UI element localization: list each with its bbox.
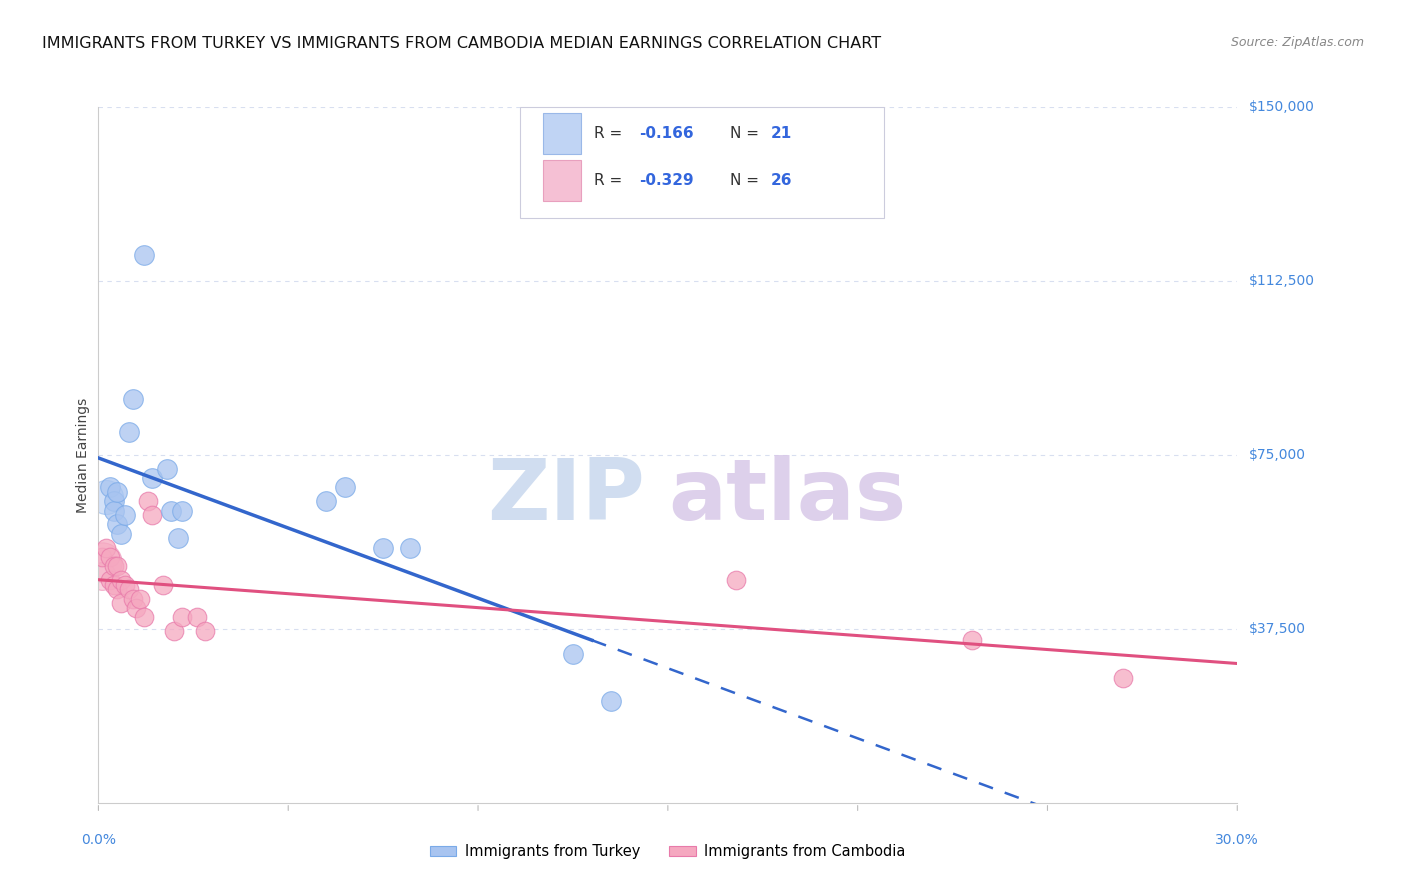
Text: 30.0%: 30.0%: [1215, 833, 1260, 847]
Text: 26: 26: [770, 173, 792, 188]
Point: [170, 610, 193, 624]
Point: [371, 541, 394, 555]
Point: [91, 549, 114, 564]
Text: N =: N =: [731, 173, 765, 188]
Text: $150,000: $150,000: [1249, 100, 1315, 114]
Point: [163, 624, 186, 639]
Text: R =: R =: [593, 127, 627, 141]
Text: atlas: atlas: [668, 455, 905, 538]
FancyBboxPatch shape: [543, 113, 581, 154]
Point: [107, 559, 129, 574]
Y-axis label: Median Earnings: Median Earnings: [76, 397, 90, 513]
Point: [315, 494, 337, 508]
Point: [121, 591, 143, 606]
Point: [159, 503, 181, 517]
Text: Source: ZipAtlas.com: Source: ZipAtlas.com: [1230, 36, 1364, 49]
Point: [125, 601, 148, 615]
Point: [94, 490, 117, 504]
Text: R =: R =: [593, 173, 627, 188]
Point: [98, 480, 121, 494]
Point: [132, 610, 155, 624]
Point: [110, 573, 132, 587]
Point: [103, 578, 125, 592]
Point: [960, 633, 983, 648]
Point: [398, 541, 420, 555]
Text: 21: 21: [770, 127, 792, 141]
Point: [107, 485, 129, 500]
Point: [132, 248, 155, 262]
Text: ZIP: ZIP: [488, 455, 645, 538]
Point: [136, 494, 159, 508]
Point: [110, 526, 132, 541]
Point: [167, 532, 190, 546]
Point: [141, 508, 163, 523]
Point: [98, 549, 121, 564]
Text: 0.0%: 0.0%: [82, 833, 115, 847]
Point: [600, 694, 623, 708]
Text: $112,500: $112,500: [1249, 274, 1315, 288]
Point: [156, 462, 179, 476]
Point: [103, 494, 125, 508]
Text: -0.166: -0.166: [640, 127, 695, 141]
Point: [103, 559, 125, 574]
Text: $75,000: $75,000: [1249, 448, 1305, 462]
Point: [94, 541, 117, 555]
Point: [335, 480, 357, 494]
Point: [103, 503, 125, 517]
Point: [170, 503, 193, 517]
Text: N =: N =: [731, 127, 765, 141]
Point: [562, 648, 585, 662]
Point: [129, 591, 152, 606]
Text: -0.329: -0.329: [640, 173, 695, 188]
Point: [114, 578, 136, 592]
Point: [110, 596, 132, 610]
Point: [107, 517, 129, 532]
Point: [114, 508, 136, 523]
Point: [141, 471, 163, 485]
Point: [98, 573, 121, 587]
Legend: Immigrants from Turkey, Immigrants from Cambodia: Immigrants from Turkey, Immigrants from …: [425, 838, 911, 865]
Point: [194, 624, 217, 639]
FancyBboxPatch shape: [543, 160, 581, 201]
Text: $37,500: $37,500: [1249, 622, 1305, 636]
Point: [91, 555, 114, 569]
Point: [152, 578, 174, 592]
FancyBboxPatch shape: [520, 107, 884, 219]
Point: [107, 582, 129, 597]
Point: [186, 610, 208, 624]
Point: [118, 425, 141, 439]
Point: [725, 573, 748, 587]
Text: IMMIGRANTS FROM TURKEY VS IMMIGRANTS FROM CAMBODIA MEDIAN EARNINGS CORRELATION C: IMMIGRANTS FROM TURKEY VS IMMIGRANTS FRO…: [42, 36, 882, 51]
Point: [118, 582, 141, 597]
Point: [91, 568, 114, 582]
Point: [1112, 671, 1135, 685]
Point: [121, 392, 143, 407]
